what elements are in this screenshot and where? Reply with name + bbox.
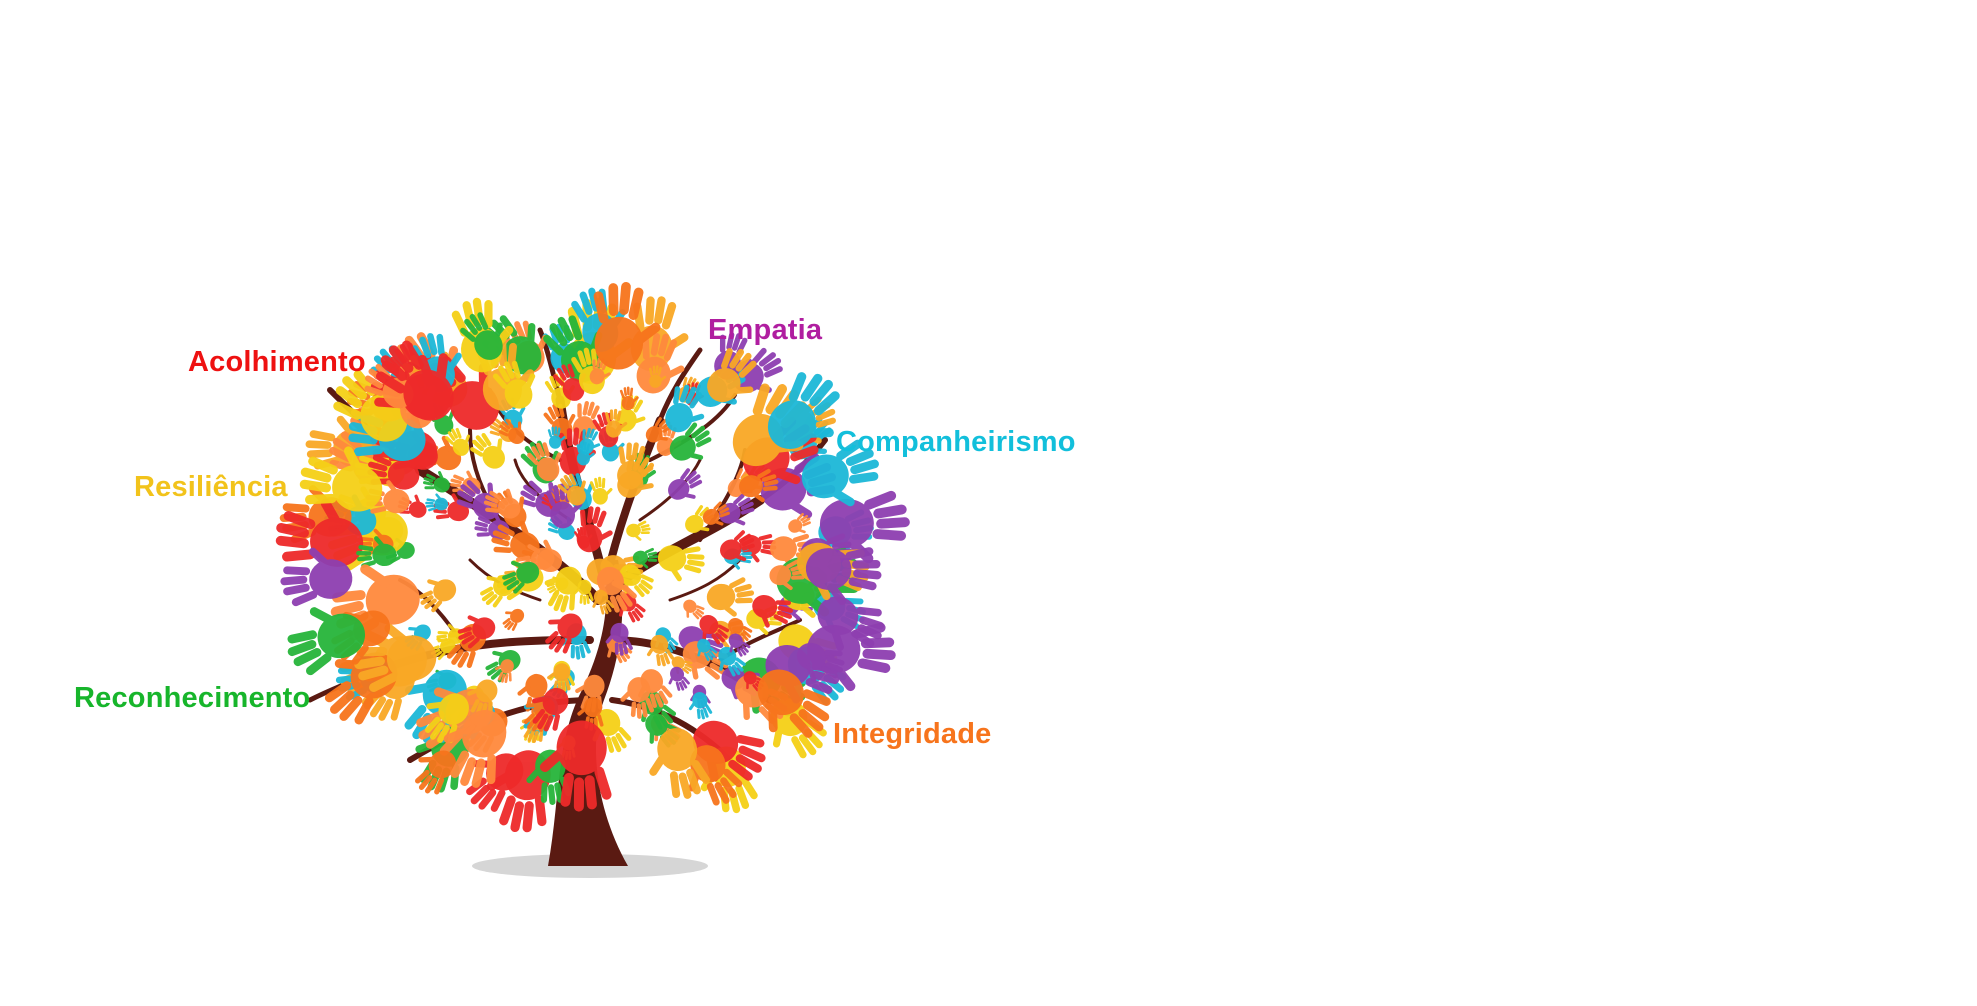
- hand-icon: [796, 642, 845, 682]
- hand-icon: [757, 669, 831, 738]
- hand-icon: [788, 512, 811, 534]
- hand-icon: [299, 446, 383, 512]
- hand-icon: [592, 589, 615, 615]
- label-integridade: Integridade: [833, 718, 992, 750]
- hand-icon: [502, 608, 525, 631]
- hand-icon: [648, 365, 667, 388]
- hand-icon: [801, 439, 879, 507]
- hand-icon: [707, 348, 757, 403]
- hand-icon: [527, 442, 562, 482]
- hand-icon: [502, 560, 540, 594]
- hand-icon: [539, 720, 612, 812]
- hand-icon: [557, 473, 586, 506]
- hand-icon: [819, 490, 910, 564]
- hand-icon: [697, 638, 718, 662]
- hand-icon: [422, 471, 450, 493]
- hand-icon: [720, 530, 755, 562]
- hand-icon: [805, 547, 882, 605]
- hand-icon: [728, 633, 751, 657]
- hand-icon: [457, 615, 496, 649]
- hand-icon: [619, 386, 639, 411]
- hand-icon: [702, 501, 730, 526]
- hand-icon: [445, 427, 470, 456]
- hand-icon: [626, 520, 651, 541]
- hand-icon: [498, 418, 525, 444]
- hand-icon: [646, 634, 675, 667]
- hand-icon: [683, 599, 705, 620]
- hand-icon: [287, 607, 366, 676]
- hand-icon: [817, 596, 885, 651]
- hand-icon: [494, 659, 514, 684]
- hand-icon: [356, 536, 397, 568]
- hand-icon: [470, 432, 505, 469]
- hand-icon: [545, 613, 583, 654]
- label-reconhecimento: Reconhecimento: [74, 682, 311, 714]
- hand-icon: [532, 687, 569, 732]
- hand-icon: [460, 312, 503, 360]
- hand-icon: [280, 547, 353, 607]
- hand-icon: [632, 547, 659, 569]
- hand-icon: [593, 281, 661, 370]
- hand-icon: [605, 622, 633, 656]
- label-companheirismo: Companheirismo: [836, 426, 1076, 458]
- hand-icon: [483, 488, 521, 519]
- hand-icon: [589, 476, 613, 505]
- hand-icon: [739, 468, 779, 503]
- hand-icon: [657, 545, 705, 582]
- hands-canopy: [275, 281, 910, 833]
- hand-icon: [668, 468, 703, 500]
- tree-branch: [657, 347, 703, 423]
- hand-icon: [553, 363, 587, 401]
- hand-icon: [491, 520, 540, 560]
- hand-icon: [547, 663, 571, 694]
- hand-icon: [547, 426, 566, 449]
- hand-icon: [419, 579, 457, 613]
- hand-icon: [649, 728, 711, 799]
- hand-icon: [638, 669, 673, 709]
- hand-icon: [767, 372, 840, 450]
- hand-icon: [605, 408, 628, 438]
- hand-icon: [574, 526, 593, 549]
- label-empatia: Empatia: [708, 314, 823, 346]
- hand-icon: [546, 576, 569, 596]
- hand-icon: [576, 441, 595, 466]
- hand-icon: [617, 442, 654, 490]
- hand-icon: [443, 709, 507, 788]
- hand-icon: [669, 422, 712, 461]
- hand-icon: [665, 384, 705, 433]
- hand-icon: [699, 615, 730, 645]
- hand-icon: [375, 340, 454, 421]
- hand-icon: [275, 498, 364, 567]
- hand-icon: [668, 666, 690, 691]
- hand-icon: [688, 692, 713, 720]
- hand-icon: [706, 577, 755, 617]
- label-resiliencia: Resiliência: [134, 471, 288, 503]
- hand-icon: [544, 566, 582, 613]
- hand-icon: [436, 623, 465, 647]
- hand-icon: [425, 493, 449, 512]
- label-acolhimento: Acolhimento: [188, 346, 366, 378]
- hand-icon: [752, 594, 794, 628]
- hand-icon: [415, 750, 457, 795]
- tree-branch: [668, 558, 742, 602]
- hand-icon: [492, 360, 536, 409]
